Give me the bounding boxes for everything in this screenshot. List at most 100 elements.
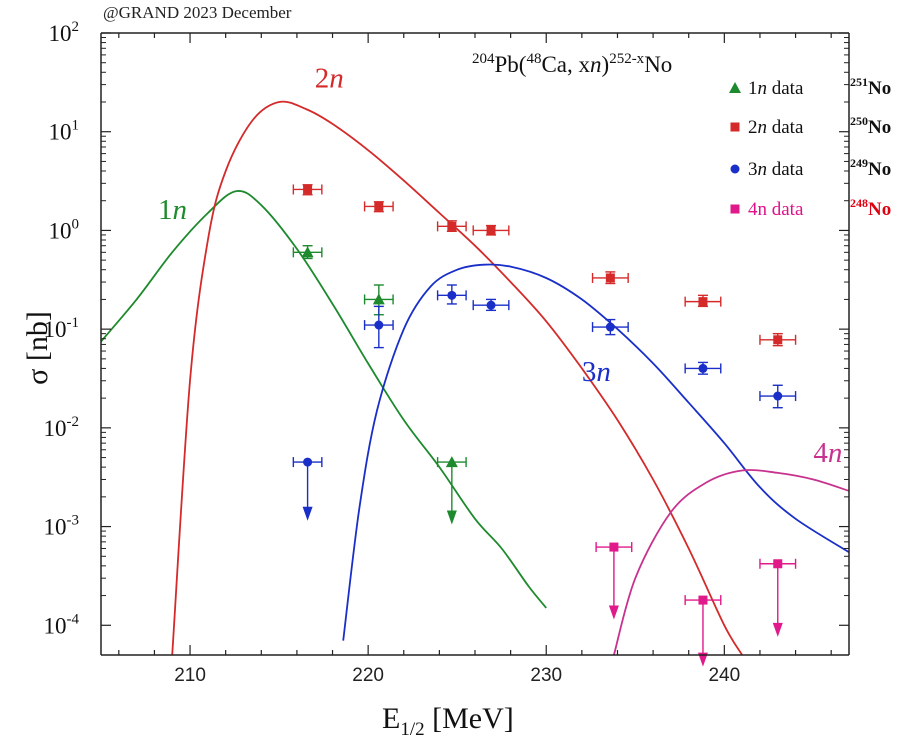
x-axis-title-unit: [MeV] <box>425 702 514 735</box>
legend-isotope: 249No <box>850 156 891 180</box>
data-point <box>303 184 313 194</box>
x-axis-title-sub: 1/2 <box>400 719 424 740</box>
legend-item: 3n data 249No <box>730 156 891 180</box>
reaction-sup2: 48 <box>526 51 541 67</box>
y-tick-base: 10 <box>44 416 67 441</box>
y-tick-exponent: -2 <box>67 414 80 430</box>
upper-limit-arrow <box>772 622 783 637</box>
legend-isotope-symbol: No <box>868 159 891 180</box>
curve-2n <box>171 100 743 655</box>
x-tick-label: 220 <box>352 665 384 686</box>
reaction-sup3: 252-x <box>609 51 644 67</box>
curve-label-number: 4 <box>813 437 828 469</box>
legend-label-prefix: 4n data <box>748 199 804 220</box>
y-tick-exponent: -1 <box>67 315 80 331</box>
curve-label-number: 1 <box>158 194 173 226</box>
y-tick-label: 102 <box>49 19 80 46</box>
y-tick-exponent: 1 <box>72 118 80 134</box>
curve-label-number: 3 <box>582 356 597 388</box>
y-tick-label: 101 <box>49 118 80 145</box>
y-tick-label: 10-4 <box>44 611 80 638</box>
legend-label-prefix: 3 <box>748 159 758 180</box>
data-point <box>372 293 385 305</box>
y-tick-base: 10 <box>49 21 72 46</box>
reaction-p4: ) <box>602 52 610 77</box>
data-point <box>374 201 384 211</box>
x-tick-label: 230 <box>530 665 562 686</box>
legend-label: 3n data <box>748 159 804 180</box>
y-tick-label: 10-2 <box>44 414 80 441</box>
curve-label-3n: 3n <box>582 356 611 388</box>
y-tick-base: 10 <box>49 218 72 243</box>
legend-label-suffix: data <box>767 78 804 99</box>
legend-isotope: 248No <box>850 196 891 220</box>
data-point <box>374 320 384 330</box>
data-point <box>773 391 783 401</box>
y-tick-base: 10 <box>44 515 67 540</box>
upper-limit-arrow <box>302 506 313 521</box>
data-point <box>447 290 457 300</box>
y-tick-base: 10 <box>44 317 67 342</box>
watermark-text: @GRAND 2023 December <box>103 3 292 22</box>
y-tick-base: 10 <box>49 120 72 145</box>
legend-marker <box>730 122 740 132</box>
legend-label: 2n data <box>748 117 804 138</box>
legend-isotope: 250No <box>850 114 891 138</box>
legend-label-n: n <box>758 159 768 180</box>
upper-limit-arrow <box>608 605 619 620</box>
series-2n-data <box>292 184 797 347</box>
y-tick-exponent: 2 <box>72 19 80 35</box>
legend-isotope-mass: 251 <box>850 75 868 89</box>
legend-label-n: n <box>758 78 768 99</box>
curve-label-4n: 4n <box>813 437 842 469</box>
legend-isotope-symbol: No <box>868 199 891 220</box>
legend-label: 1n data <box>748 78 804 99</box>
curve-label-1n: 1n <box>158 194 187 226</box>
legend-label-prefix: 2 <box>748 117 758 138</box>
data-point <box>773 335 783 345</box>
y-tick-label: 10-3 <box>44 513 80 540</box>
reaction-p5: No <box>644 52 672 77</box>
legend-marker <box>730 164 740 174</box>
y-tick-exponent: -4 <box>67 611 80 627</box>
y-tick-exponent: 0 <box>72 216 80 232</box>
legend-label-suffix: data <box>767 117 804 138</box>
x-axis-title-main: E <box>382 702 400 735</box>
data-point <box>303 457 313 467</box>
reaction-p3: n <box>590 52 602 77</box>
legend-marker <box>729 82 741 93</box>
upper-limit-arrow <box>697 652 708 667</box>
y-tick-label: 100 <box>49 216 80 243</box>
data-point <box>486 300 496 310</box>
y-tick-base: 10 <box>44 613 67 638</box>
curve-1n <box>101 190 547 609</box>
data-point <box>445 456 458 468</box>
legend-isotope-symbol: No <box>868 117 891 138</box>
reaction-p1: Pb( <box>495 52 527 77</box>
x-tick-label: 240 <box>708 665 740 686</box>
legend-item: 4n data 248No <box>730 196 891 220</box>
curve-label-n: n <box>596 356 611 388</box>
y-tick-label: 10-1 <box>44 315 80 342</box>
reaction-sup1: 204 <box>472 51 495 67</box>
data-points <box>292 184 797 667</box>
series-1n-data <box>292 245 467 525</box>
curve-label-n: n <box>329 63 344 95</box>
data-point <box>486 225 496 235</box>
y-tick-exponent: -3 <box>67 513 80 529</box>
x-axis-title: E1/2 [MeV] <box>382 702 514 740</box>
data-point <box>447 221 457 231</box>
curve-4n <box>613 469 849 655</box>
y-axis-title: σ [nb] <box>21 311 54 385</box>
legend-label-prefix: 1 <box>748 78 758 99</box>
curve-label-2n: 2n <box>315 63 344 95</box>
legend-item: 2n data 250No <box>730 114 891 138</box>
data-point <box>605 273 615 283</box>
x-tick-label: 210 <box>174 665 206 686</box>
series-3n-data <box>292 284 797 521</box>
legend-marker <box>730 204 740 214</box>
curve-3n <box>342 263 849 641</box>
legend-label-n: n <box>758 117 768 138</box>
